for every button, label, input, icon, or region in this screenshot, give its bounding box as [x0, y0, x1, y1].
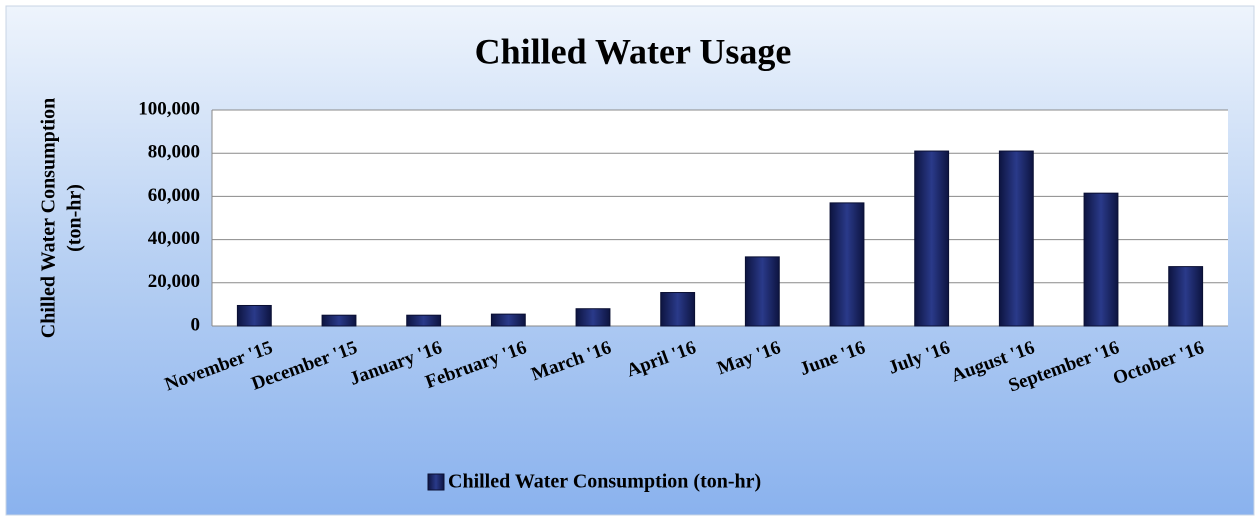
y-tick-label: 100,000 [138, 98, 200, 119]
bar [998, 150, 1034, 327]
y-tick-label: 80,000 [148, 142, 200, 163]
y-axis-label: Chilled Water Consumption [38, 98, 60, 338]
bar [490, 313, 526, 327]
bar [1168, 266, 1204, 327]
y-axis-label: (ton-hr) [64, 184, 86, 252]
bar [660, 292, 696, 327]
bar [575, 308, 611, 327]
bar [1083, 192, 1119, 327]
legend-label: Chilled Water Consumption (ton-hr) [448, 471, 761, 493]
plot-area [212, 110, 1228, 326]
bar [744, 256, 780, 327]
bar [406, 314, 442, 327]
legend-swatch [427, 473, 445, 491]
chart-title: Chilled Water Usage [475, 31, 792, 71]
bar [321, 314, 357, 327]
bar [829, 202, 865, 327]
y-tick-label: 0 [191, 314, 201, 335]
bar [914, 150, 950, 327]
y-tick-label: 40,000 [148, 228, 200, 249]
y-tick-label: 20,000 [148, 271, 200, 292]
bar [236, 304, 272, 327]
y-tick-label: 60,000 [148, 185, 200, 206]
